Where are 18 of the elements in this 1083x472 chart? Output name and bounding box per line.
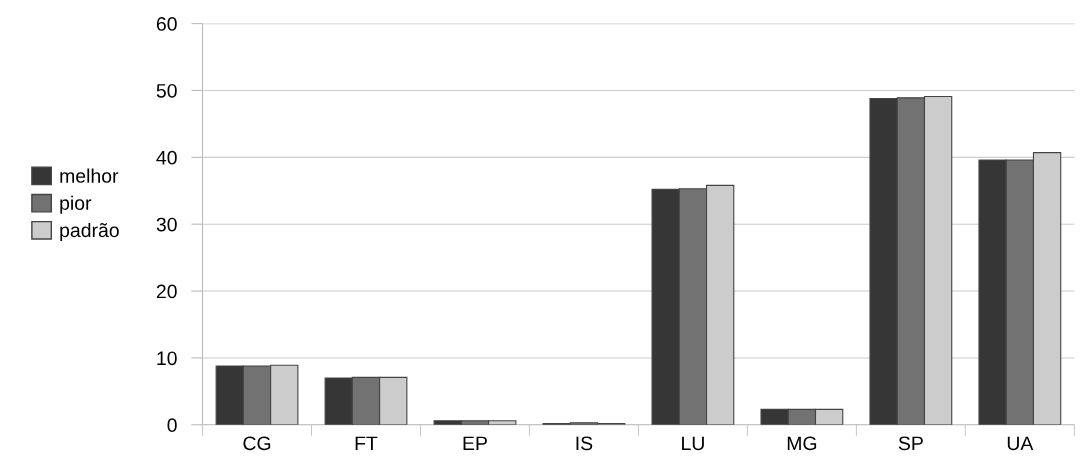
y-tick-label: 60 [156, 17, 177, 31]
x-tick-label: CG [243, 436, 271, 451]
y-tick-label: 50 [156, 83, 177, 98]
y-tick-label: 40 [156, 150, 177, 165]
x-tick-label: LU [682, 436, 704, 451]
legend-label: melhor [60, 168, 119, 183]
x-tick-label: MG [787, 436, 817, 451]
y-tick-label: 0 [167, 418, 177, 433]
x-tick-label: UA [1007, 436, 1034, 451]
legend-label: padrão [60, 222, 119, 242]
y-tick-label: 10 [157, 351, 177, 366]
y-tick-label: 20 [156, 284, 177, 299]
x-tick-label: EP [463, 436, 487, 450]
x-tick-label: IS [576, 436, 593, 451]
y-tick-label: 30 [156, 217, 177, 232]
x-tick-label: SP [898, 436, 923, 451]
legend-label: pior [60, 195, 92, 214]
x-tick-label: FT [355, 436, 378, 450]
